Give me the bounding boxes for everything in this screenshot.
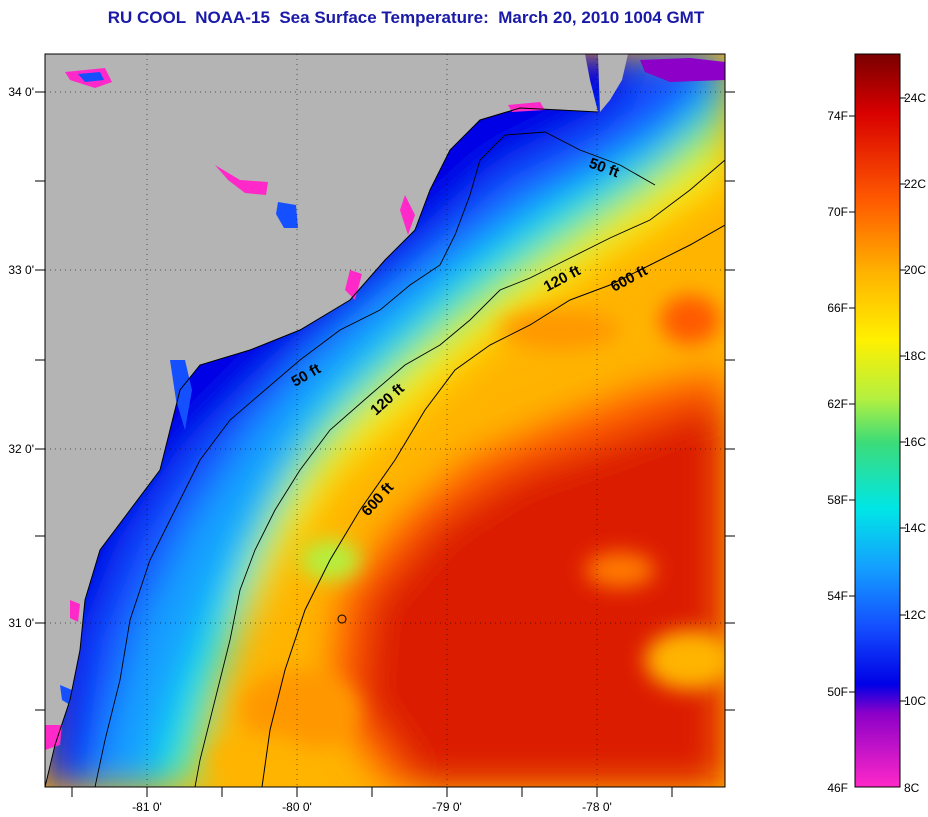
colorbar-c-label: 22C	[904, 177, 926, 191]
colorbar-f-label: 54F	[827, 589, 848, 603]
map-title: RU COOL NOAA-15 Sea Surface Temperature:…	[107, 8, 705, 27]
station-marker	[337, 614, 347, 624]
colorbar-f-label: 74F	[827, 109, 848, 123]
colorbar-f-label: 62F	[827, 397, 848, 411]
lat-label: 34 0'	[8, 85, 34, 99]
longitude-labels: -81 0' -80 0' -79 0' -78 0'	[132, 800, 612, 814]
inland-waters	[45, 58, 725, 750]
colorbar-c-label: 14C	[904, 521, 926, 535]
colorbar-c-label: 16C	[904, 435, 926, 449]
colorbar-f-label: 58F	[827, 493, 848, 507]
isobath-120ft	[194, 159, 725, 787]
lon-label: -79 0'	[432, 800, 462, 814]
colorbar-c-label: 12C	[904, 608, 926, 622]
isobath-50ft	[94, 131, 656, 787]
lon-label: -78 0'	[582, 800, 612, 814]
colorbar-f-label: 66F	[827, 301, 848, 315]
colorbar-f-label: 70F	[827, 205, 848, 219]
sst-field: 50 ft 120 ft 600 ft 50 ft 120 ft 600 ft	[45, 54, 725, 787]
colorbar-c-label: 8C	[904, 781, 920, 795]
land	[45, 54, 598, 787]
lon-label: -81 0'	[132, 800, 162, 814]
colorbar: 74F 70F 66F 62F 58F 54F 50F 46F 24C 22C …	[827, 53, 926, 795]
colorbar-gradient	[854, 53, 901, 788]
frame-ticks	[35, 91, 735, 797]
lat-label: 31 0'	[8, 616, 34, 630]
graticule	[45, 54, 725, 787]
colorbar-c-label: 18C	[904, 349, 926, 363]
colorbar-f-label: 50F	[827, 685, 848, 699]
colorbar-c-label: 20C	[904, 263, 926, 277]
colorbar-ticks	[849, 97, 906, 702]
isobath-600ft	[261, 224, 725, 787]
colorbar-f-label: 46F	[827, 781, 848, 795]
coastline	[45, 107, 599, 787]
lat-label: 33 0'	[8, 263, 34, 277]
land-northeast	[598, 54, 628, 112]
colorbar-c-label: 24C	[904, 91, 926, 105]
lat-label: 32 0'	[8, 442, 34, 456]
colorbar-c-label: 10C	[904, 694, 926, 708]
latitude-labels: 34 0' 33 0' 32 0' 31 0'	[8, 85, 34, 630]
map-frame	[44, 53, 726, 788]
lon-label: -80 0'	[282, 800, 312, 814]
